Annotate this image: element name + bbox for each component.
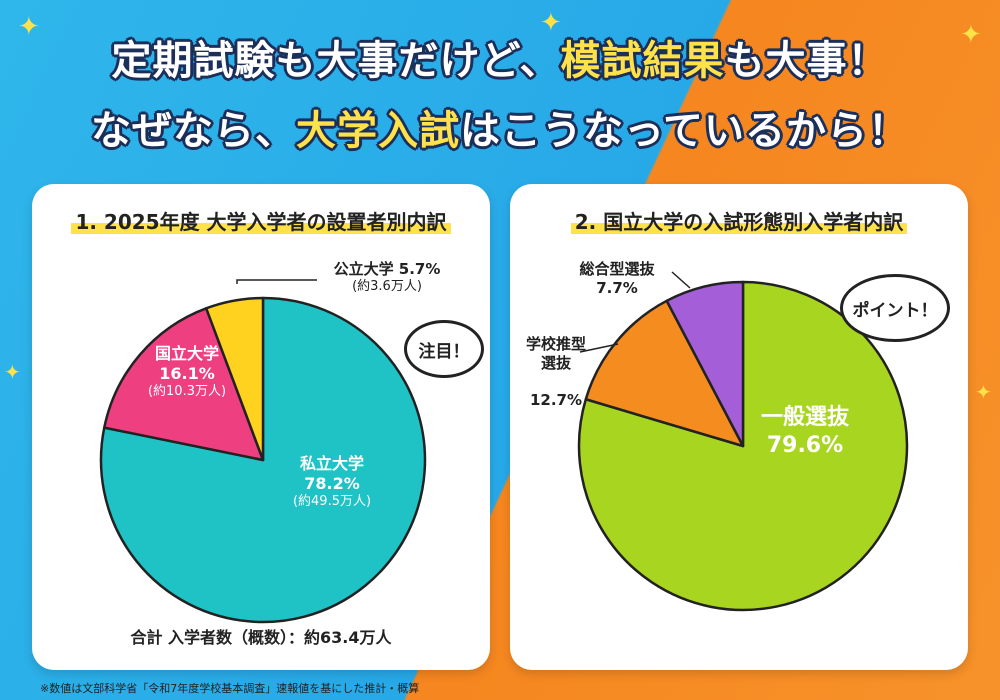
- headline-line-2: なぜなら、大学入試はこうなっているから！: [0, 98, 1000, 156]
- headline-text: 定期試験も大事だけど、: [111, 38, 561, 84]
- callout-bubble: 注目！: [404, 320, 484, 378]
- sparkle-icon: ✦: [975, 380, 992, 404]
- sparkle-icon: ✦: [540, 8, 562, 38]
- pie-slice-public: [204, 296, 265, 462]
- headline-line-1: 定期試験も大事だけど、模試結果も大事！: [0, 28, 1000, 86]
- leader-lines: [579, 271, 691, 353]
- slice-label-comprehensive: 総合型選抜 7.7%: [579, 260, 655, 297]
- headline-text: はこうなっているから！: [460, 108, 909, 154]
- sparkle-icon: ✦: [18, 12, 40, 42]
- card-title: 2. 国立大学の入試形態別入学者内訳: [510, 206, 968, 235]
- headline-text: も大事！: [724, 38, 889, 84]
- pie-slice-school-recommendation: [584, 299, 745, 448]
- total-enrollment: 合計 入学者数（概数）：約63.4万人: [130, 628, 392, 647]
- slice-label-national: 国立大学 16.1% (約10.3万人): [147, 344, 227, 399]
- slice-label-private: 私立大学 78.2% (約49.5万人): [292, 454, 372, 509]
- sparkle-icon: ✦: [4, 360, 21, 384]
- footnote: ※数値は文部科学省「令和7年度学校基本調査」速報値を基にした推計・概算: [40, 682, 420, 695]
- pie-chart-1: [99, 296, 427, 624]
- pie-card-enrollment-by-founder: 1. 2025年度 大学入学者の設置者別内訳 私立大学 78.2% (約49.5…: [32, 184, 490, 670]
- pie-card-exam-type: 2. 国立大学の入試形態別入学者内訳 一般選抜 79.6% 学校推型 選抜 12…: [510, 184, 968, 670]
- slice-label-public: 公立大学 5.7% (約3.6万人): [333, 260, 441, 294]
- slice-label-school-recommendation: 学校推型 選抜 12.7%: [525, 334, 586, 409]
- headline-highlight: 模試結果: [560, 38, 725, 84]
- headline-highlight: 大学入試: [296, 108, 460, 154]
- pie-slice-private: [99, 296, 427, 624]
- card-title: 1. 2025年度 大学入学者の設置者別内訳: [32, 206, 490, 235]
- pie-slice-comprehensive: [665, 280, 745, 448]
- leader-line: [236, 279, 317, 284]
- headline-text: なぜなら、: [91, 108, 296, 154]
- callout-bubble: ポイント！: [840, 274, 950, 342]
- sparkle-icon: ✦: [960, 20, 982, 50]
- pie-slice-national: [103, 307, 265, 462]
- slice-label-general: 一般選抜 79.6%: [760, 405, 849, 458]
